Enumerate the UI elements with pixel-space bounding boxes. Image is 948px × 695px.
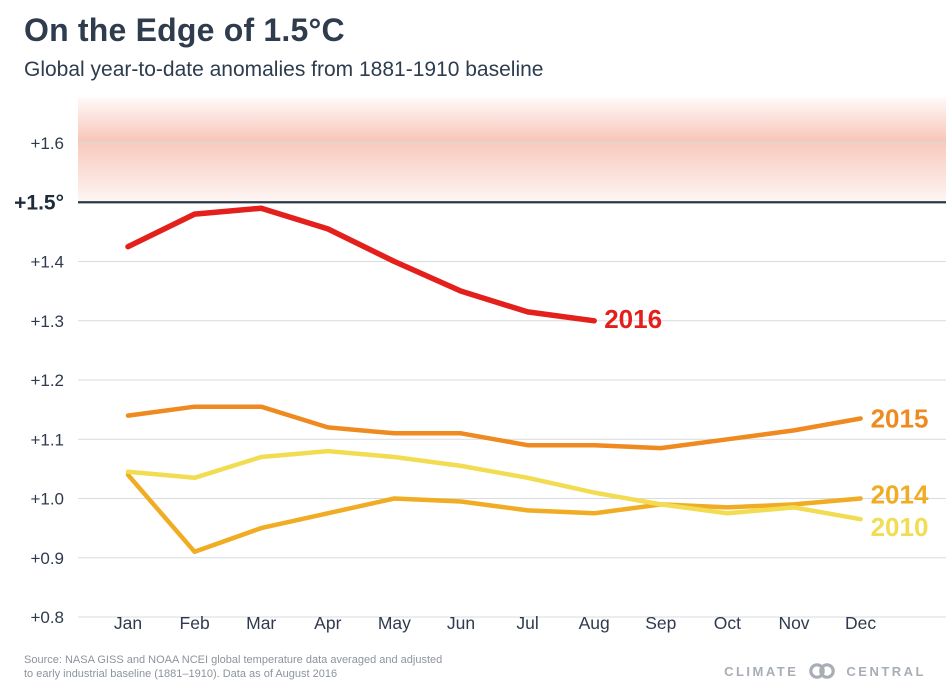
series-line-2010 xyxy=(125,448,863,522)
x-axis-label: May xyxy=(378,613,411,633)
series-label-2016: 2016 xyxy=(604,304,662,334)
brand-word-central: CENTRAL xyxy=(846,663,926,679)
x-axis-label: Mar xyxy=(246,613,276,633)
y-axis-label: +1.2 xyxy=(30,371,64,390)
series-label-2015: 2015 xyxy=(871,404,929,434)
series-line-2015 xyxy=(125,404,863,451)
y-axis-label: +1.0 xyxy=(30,490,64,509)
interlocking-rings-icon xyxy=(809,663,836,679)
y-axis-label: +1.1 xyxy=(30,430,64,449)
climate-central-logo: CLIMATE CENTRAL xyxy=(724,662,926,680)
x-axis-label: Dec xyxy=(845,613,876,633)
x-axis-label: Jul xyxy=(516,613,538,633)
x-axis-label: Jun xyxy=(447,613,475,633)
y-axis-label: +1.6 xyxy=(30,134,64,153)
series-line-2014 xyxy=(125,472,863,555)
y-axis-label: +0.9 xyxy=(30,549,64,568)
x-axis-label: Aug xyxy=(579,613,610,633)
series-line-2016 xyxy=(125,205,597,324)
threshold-band xyxy=(78,98,946,203)
y-axis-label: +1.4 xyxy=(30,253,64,272)
source-line-2: to early industrial baseline (1881–1910)… xyxy=(24,668,338,680)
y-axis-label: +1.5° xyxy=(14,191,64,214)
chart-title: On the Edge of 1.5°C xyxy=(24,12,345,48)
source-line-1: Source: NASA GISS and NOAA NCEI global t… xyxy=(24,654,443,666)
chart-subtitle: Global year-to-date anomalies from 1881-… xyxy=(24,58,544,81)
x-axis-label: Jan xyxy=(114,613,142,633)
brand-word-climate: CLIMATE xyxy=(724,663,799,679)
y-axis-label: +1.3 xyxy=(30,312,64,331)
source-note: Source: NASA GISS and NOAA NCEI global t… xyxy=(24,653,442,681)
x-axis-label: Oct xyxy=(714,613,741,633)
series-label-2014: 2014 xyxy=(871,480,929,510)
x-axis-label: Feb xyxy=(180,613,210,633)
series-label-2010: 2010 xyxy=(871,512,929,542)
y-axis-label: +0.8 xyxy=(30,608,64,627)
anomaly-line-chart: +1.6 +1.5° +1.4 +1.3 +1.2 +1.1 +1.0 +0.9 +0.8 Jan… xyxy=(14,98,946,633)
x-axis-label: Apr xyxy=(314,613,341,633)
x-axis-label: Sep xyxy=(645,613,676,633)
x-axis-label: Nov xyxy=(778,613,809,633)
